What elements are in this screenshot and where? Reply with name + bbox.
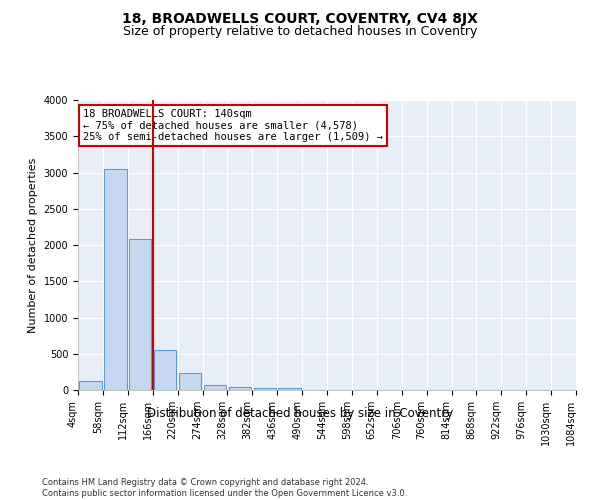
Text: Size of property relative to detached houses in Coventry: Size of property relative to detached ho… — [123, 25, 477, 38]
Bar — [104, 169, 127, 390]
Text: Contains HM Land Registry data © Crown copyright and database right 2024.
Contai: Contains HM Land Registry data © Crown c… — [42, 478, 407, 498]
Bar — [204, 384, 226, 390]
Y-axis label: Number of detached properties: Number of detached properties — [28, 158, 38, 332]
Text: 18 BROADWELLS COURT: 140sqm
← 75% of detached houses are smaller (4,578)
25% of : 18 BROADWELLS COURT: 140sqm ← 75% of det… — [83, 108, 383, 142]
Bar — [278, 388, 301, 390]
Text: Distribution of detached houses by size in Coventry: Distribution of detached houses by size … — [147, 408, 453, 420]
Bar — [179, 372, 201, 390]
Text: 18, BROADWELLS COURT, COVENTRY, CV4 8JX: 18, BROADWELLS COURT, COVENTRY, CV4 8JX — [122, 12, 478, 26]
Bar — [229, 387, 251, 390]
Bar — [254, 388, 276, 390]
Bar — [154, 350, 176, 390]
Bar — [129, 239, 151, 390]
Bar — [79, 380, 101, 390]
